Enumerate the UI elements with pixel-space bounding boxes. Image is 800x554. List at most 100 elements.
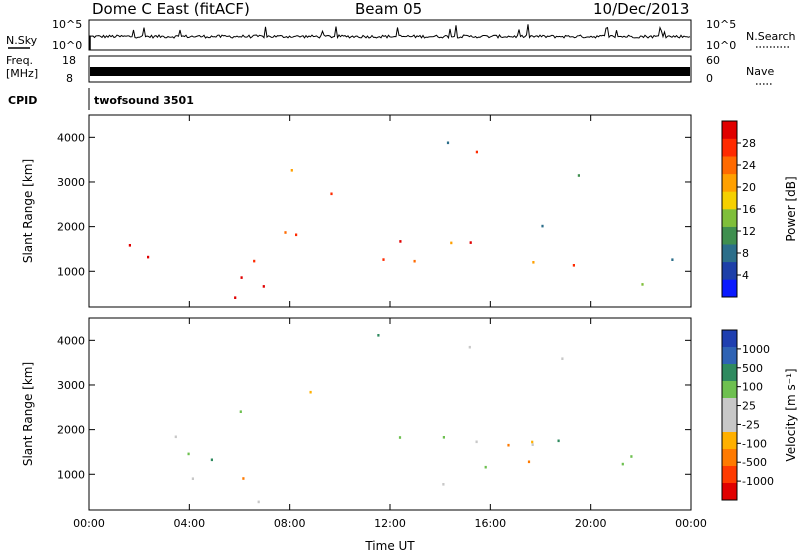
velocity-cells [174, 334, 633, 504]
colorbar-frame [721, 329, 738, 501]
range-gate-cell [290, 169, 293, 172]
freq-tick-low: 8 [66, 72, 73, 85]
nsky-frame [88, 19, 692, 51]
colorbar-segment [722, 173, 737, 192]
range-gate-cell [442, 436, 445, 439]
range-gate-cell [413, 259, 416, 263]
range-gate-cell [284, 231, 287, 234]
range-gate-cell [187, 452, 190, 456]
colorbar-tick-label: -25 [742, 418, 760, 431]
range-gate-cell [147, 255, 150, 259]
colorbar-segment [722, 244, 737, 263]
colorbar-tick-label: -500 [742, 456, 767, 469]
nsky-trace-line [89, 24, 691, 40]
range-gate-cell [330, 192, 333, 196]
range-gate-cell [446, 141, 450, 145]
nsky-tick-high: 10^5 [52, 18, 82, 31]
power-cells [128, 141, 674, 299]
power-colorbar: 4 8 12 16 20 24 28 Power [dB] [721, 120, 798, 298]
range-gate-cell [641, 283, 644, 286]
colorbar-segment [722, 347, 737, 365]
colorbar-tick-label: 16 [742, 203, 756, 216]
range-gate-cell [541, 224, 544, 228]
colorbar-tick-label: 24 [742, 159, 756, 172]
range-gate-cell [128, 244, 131, 247]
y-axis-label: Slant Range [km] [21, 159, 35, 263]
y-tick-label: 2000 [57, 221, 85, 234]
nsky-strip: N.Sky 10^5 10^0 10^5 10^0 N.Search [6, 18, 796, 52]
colorbar-tick-label: 20 [742, 181, 756, 194]
colorbar-segment [722, 415, 737, 433]
colorbar-segment [722, 226, 737, 245]
colorbar-tick-label: -100 [742, 437, 767, 450]
range-gate-cell [309, 390, 312, 394]
colorbar-segment [722, 381, 737, 399]
x-tick-label: 00:00 [675, 517, 707, 530]
range-gate-cell [531, 443, 534, 446]
nsky-trace [89, 24, 691, 50]
range-gate-cell [442, 483, 445, 486]
x-tick-label: 00:00 [73, 517, 105, 530]
x-axis-label: Time UT [364, 539, 415, 553]
freq-label: Freq. [6, 54, 33, 67]
range-gate-cell [621, 462, 624, 466]
colorbar-segment [722, 261, 737, 280]
range-gate-cell [507, 443, 510, 447]
freq-strip: Freq. [MHz] 18 8 60 0 Nave [6, 54, 774, 85]
y-tick-label: 4000 [57, 131, 85, 144]
colorbar-tick-label: 12 [742, 225, 756, 238]
nave-tick-high: 60 [706, 54, 720, 67]
range-gate-cell [240, 276, 243, 279]
velocity-colorbar: 1000 500 100 25 -25 -100 -500 -1000 Velocity [m … [721, 329, 798, 501]
range-gate-cell [295, 233, 298, 237]
freq-units: [MHz] [6, 67, 38, 80]
cpid-label: CPID [8, 94, 37, 107]
colorbar-tick-label: -1000 [742, 475, 774, 488]
range-gate-cell [450, 241, 453, 245]
colorbar-tick-label: 25 [742, 400, 756, 413]
colorbar-tick-label: 1000 [742, 343, 770, 356]
colorbar-segment [722, 330, 737, 348]
y-axis-label: Slant Range [km] [21, 362, 35, 466]
freq-tick-high: 18 [62, 54, 76, 67]
colorbar-label: Power [dB] [784, 176, 798, 241]
y-tick-label: 3000 [57, 379, 85, 392]
colorbar-tick-label: 4 [742, 269, 749, 282]
date-title: 10/Dec/2013 [593, 0, 689, 18]
beam-title: Beam 05 [355, 0, 422, 18]
range-gate-cell [532, 261, 535, 264]
range-gate-cell [531, 440, 534, 444]
panel-frame [88, 317, 692, 511]
x-tick-label: 20:00 [575, 517, 607, 530]
range-gate-cell [561, 357, 564, 360]
colorbar-segment [722, 466, 737, 484]
colorbar-segment [722, 364, 737, 382]
colorbar-tick-label: 100 [742, 381, 763, 394]
range-gate-cell [398, 436, 402, 439]
range-gate-cell [484, 465, 487, 469]
range-gate-cell [469, 241, 472, 244]
y-tick-label: 3000 [57, 176, 85, 189]
y-tick-label: 4000 [57, 334, 85, 347]
cpid-strip: CPID twofsound 3501 [8, 88, 194, 110]
colorbar-label: Velocity [m s⁻¹] [784, 368, 798, 461]
range-gate-cell [253, 259, 256, 263]
cpid-value: twofsound 3501 [94, 94, 194, 107]
x-tick-label: 08:00 [274, 517, 306, 530]
colorbar-tick-label: 28 [742, 137, 756, 150]
nsearch-tick-high: 10^5 [706, 18, 736, 31]
nsearch-tick-low: 10^0 [706, 39, 736, 52]
station-title: Dome C East (fitACF) [92, 0, 250, 18]
power-panel: 1000 2000 3000 4000 Slant Range [km] 4 8 12 16 20… [21, 114, 798, 308]
range-gate-cell [468, 345, 471, 349]
freq-frame [88, 55, 692, 83]
range-gate-cell [399, 240, 402, 243]
colorbar-tick-label: 500 [742, 362, 763, 375]
range-gate-cell [262, 285, 265, 288]
range-gate-cell [210, 458, 213, 462]
range-gate-cell [257, 500, 260, 504]
panel-frame [88, 114, 692, 308]
y-tick-label: 1000 [57, 468, 85, 481]
colorbar-segment [722, 191, 737, 210]
